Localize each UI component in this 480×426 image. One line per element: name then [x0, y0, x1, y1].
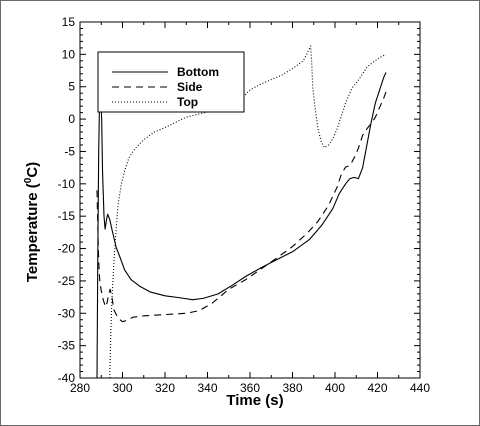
- y-tick-label: -10: [58, 177, 76, 191]
- legend-label-top: Top: [177, 95, 198, 109]
- y-tick-label: -35: [58, 339, 76, 353]
- x-tick-label: 340: [197, 381, 217, 395]
- x-tick-label: 420: [367, 381, 387, 395]
- y-tick-label: -25: [58, 274, 76, 288]
- y-tick-label: -40: [58, 371, 76, 385]
- series-line-top: [109, 45, 387, 378]
- y-tick-label: -20: [58, 242, 76, 256]
- y-axis-title: Temperature (0C): [23, 162, 41, 282]
- y-tick-label: 10: [62, 47, 76, 61]
- x-axis-title: Time (s): [226, 392, 283, 409]
- series-line-bottom: [96, 72, 387, 378]
- legend: Bottom Side Top: [97, 51, 245, 113]
- y-tick-label: -30: [58, 306, 76, 320]
- legend-label-side: Side: [177, 80, 203, 94]
- x-tick-label: 320: [155, 381, 175, 395]
- legend-box: [97, 51, 245, 113]
- x-tick-label: 380: [282, 381, 302, 395]
- x-tick-label: 280: [70, 381, 90, 395]
- x-tick-label: 300: [112, 381, 132, 395]
- y-tick-label: -15: [58, 209, 76, 223]
- series-line-side: [96, 91, 387, 323]
- y-tick-label: 15: [62, 15, 76, 29]
- legend-label-bottom: Bottom: [177, 65, 219, 79]
- y-tick-label: 0: [68, 112, 75, 126]
- x-tick-label: 400: [325, 381, 345, 395]
- x-tick-label: 440: [410, 381, 430, 395]
- y-tick-label: -5: [64, 144, 75, 158]
- x-tick-label: 360: [240, 381, 260, 395]
- y-tick-label: 5: [68, 80, 75, 94]
